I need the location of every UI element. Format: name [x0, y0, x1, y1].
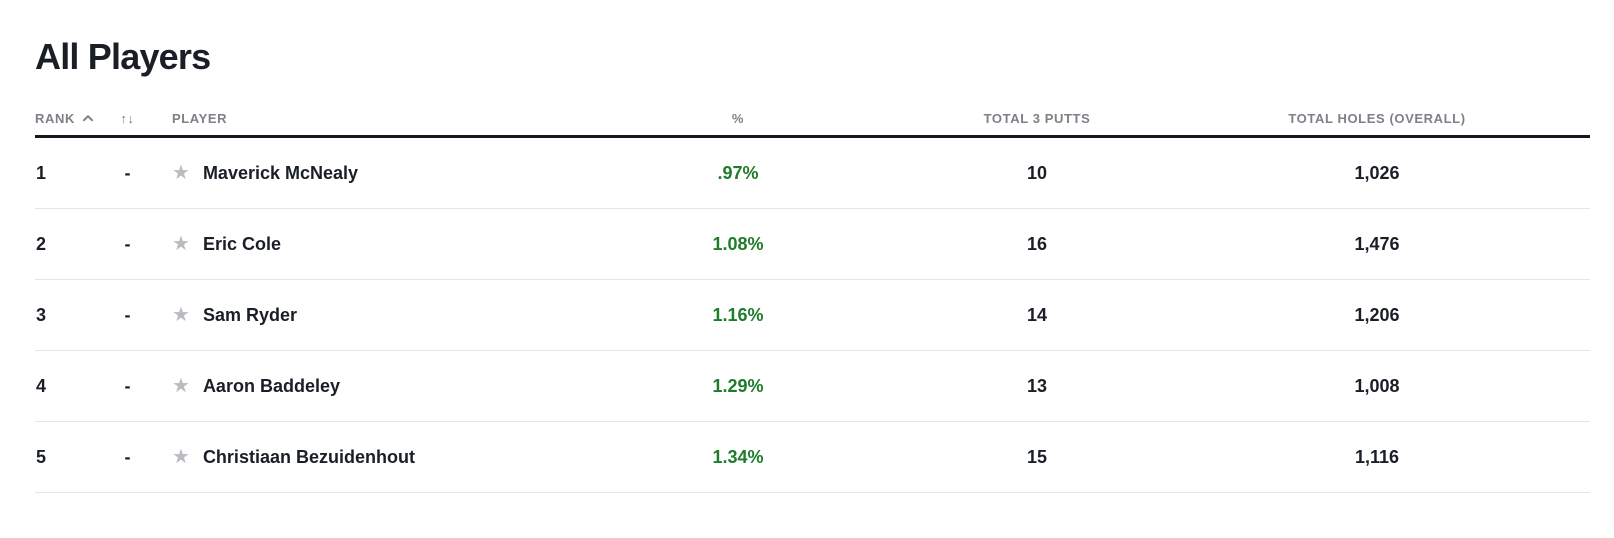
table-row: 2 - ★ Eric Cole 1.08% 16 1,476: [35, 209, 1590, 280]
col-header-percent-label: %: [731, 111, 745, 126]
table-row: 5 - ★ Christiaan Bezuidenhout 1.34% 15 1…: [35, 422, 1590, 493]
favorite-star-icon[interactable]: ★: [172, 375, 190, 397]
col-header-total-holes-label: TOTAL HOLES (OVERALL): [1288, 111, 1466, 126]
rank-cell: 2: [36, 233, 47, 254]
player-name[interactable]: Eric Cole: [202, 233, 281, 254]
col-header-percent[interactable]: %: [566, 111, 910, 126]
col-header-movement-sort[interactable]: ↑↓: [105, 111, 150, 126]
col-header-rank-label: RANK: [35, 111, 75, 126]
rank-cell: 3: [36, 304, 47, 325]
movement-cell: -: [124, 446, 131, 467]
rank-cell: 5: [36, 446, 47, 467]
player-cell: ★ Christiaan Bezuidenhout: [150, 447, 566, 468]
player-cell: ★ Maverick McNealy: [150, 163, 566, 184]
movement-cell: -: [124, 375, 131, 396]
total-3-putts-cell: 14: [1026, 304, 1048, 325]
favorite-star-icon[interactable]: ★: [172, 446, 190, 468]
favorite-star-icon[interactable]: ★: [172, 304, 190, 326]
player-name[interactable]: Sam Ryder: [202, 304, 297, 325]
total-3-putts-cell: 13: [1026, 375, 1048, 396]
total-holes-cell: 1,116: [1354, 446, 1400, 467]
total-holes-cell: 1,206: [1354, 304, 1400, 325]
col-header-total-3-putts-label: TOTAL 3 PUTTS: [983, 111, 1091, 126]
col-header-total-holes[interactable]: TOTAL HOLES (OVERALL): [1164, 111, 1590, 126]
page-title: All Players: [35, 36, 211, 77]
player-cell: ★ Sam Ryder: [150, 305, 566, 326]
percent-cell: 1.29%: [712, 375, 764, 396]
percent-cell: 1.08%: [712, 233, 764, 254]
rank-cell: 1: [36, 162, 47, 183]
movement-cell: -: [124, 162, 131, 183]
percent-cell: 1.34%: [712, 446, 764, 467]
table-header-row: RANK ↑↓ PLAYER % TOTAL 3 PUTTS TOTAL HOL…: [35, 92, 1590, 138]
favorite-star-icon[interactable]: ★: [172, 162, 190, 184]
player-cell: ★ Aaron Baddeley: [150, 376, 566, 397]
total-3-putts-cell: 10: [1026, 162, 1048, 183]
chevron-up-icon: [82, 115, 93, 122]
col-header-total-3-putts[interactable]: TOTAL 3 PUTTS: [910, 111, 1164, 126]
player-cell: ★ Eric Cole: [150, 234, 566, 255]
total-holes-cell: 1,026: [1354, 162, 1400, 183]
sort-arrows-icon: ↑↓: [120, 111, 135, 126]
movement-cell: -: [124, 304, 131, 325]
total-holes-cell: 1,476: [1354, 233, 1400, 254]
rank-cell: 4: [36, 375, 47, 396]
percent-cell: 1.16%: [712, 304, 764, 325]
col-header-player[interactable]: PLAYER: [150, 111, 566, 126]
favorite-star-icon[interactable]: ★: [172, 233, 190, 255]
table-row: 1 - ★ Maverick McNealy .97% 10 1,026: [35, 138, 1590, 209]
all-players-table-section: All Players RANK ↑↓ PLAYER % TOTAL 3 PUT…: [35, 0, 1590, 493]
player-name[interactable]: Aaron Baddeley: [202, 375, 340, 396]
player-name[interactable]: Maverick McNealy: [202, 162, 359, 183]
movement-cell: -: [124, 233, 131, 254]
player-name[interactable]: Christiaan Bezuidenhout: [202, 446, 415, 467]
col-header-rank[interactable]: RANK: [35, 111, 105, 126]
total-holes-cell: 1,008: [1354, 375, 1400, 396]
col-header-player-label: PLAYER: [172, 111, 228, 126]
total-3-putts-cell: 15: [1026, 446, 1048, 467]
table-row: 4 - ★ Aaron Baddeley 1.29% 13 1,008: [35, 351, 1590, 422]
total-3-putts-cell: 16: [1026, 233, 1048, 254]
percent-cell: .97%: [717, 162, 759, 183]
table-row: 3 - ★ Sam Ryder 1.16% 14 1,206: [35, 280, 1590, 351]
